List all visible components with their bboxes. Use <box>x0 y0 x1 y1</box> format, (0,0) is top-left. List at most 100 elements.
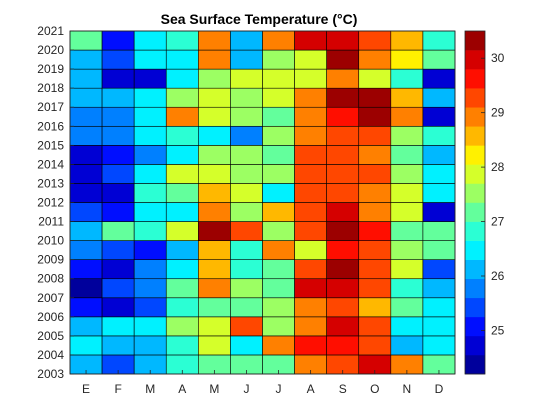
heatmap-cell <box>294 183 327 203</box>
heatmap-cell <box>69 49 103 70</box>
colorbar-segment <box>465 202 485 222</box>
heatmap-cell <box>390 240 424 260</box>
heatmap-cell <box>326 335 360 356</box>
heatmap-cell <box>165 335 199 356</box>
heatmap-cell <box>101 297 135 318</box>
heatmap-cell <box>69 316 103 337</box>
heatmap-cell <box>165 259 199 280</box>
y-axis-ticks: 2003 2004 2005 2006 2007 2008 2009 2010 2011 2012… <box>37 24 74 381</box>
heatmap-cell <box>133 202 167 222</box>
heatmap-cell <box>390 68 424 89</box>
heatmap-cell <box>326 278 360 299</box>
colorbar-segment <box>465 69 485 89</box>
heatmap-cell <box>326 30 360 51</box>
heatmap-cell <box>69 259 103 280</box>
heatmap-cell <box>294 125 327 146</box>
chart-title: Sea Surface Temperature (°C) <box>161 11 358 27</box>
heatmap-cell <box>262 30 295 51</box>
heatmap-cell <box>198 68 231 89</box>
heatmap-cell <box>165 297 199 318</box>
heatmap-cell <box>390 278 424 299</box>
heatmap-cell <box>198 297 231 318</box>
colorbar-tick-label: 28 <box>491 160 505 174</box>
y-tick-label: 2021 <box>37 24 64 38</box>
y-tick-label: 2019 <box>37 62 64 76</box>
heatmap-cell <box>262 87 295 108</box>
x-tick-label: J <box>276 382 282 396</box>
heatmap-cell <box>422 278 456 299</box>
heatmap-cell <box>358 30 392 51</box>
heatmap-cell <box>326 68 360 89</box>
heatmap-cell <box>133 125 167 146</box>
heatmap-cell <box>422 125 456 146</box>
colorbar-segment <box>465 297 485 318</box>
heatmap-cell <box>133 145 167 165</box>
heatmap-cell <box>133 30 167 51</box>
heatmap-cell <box>422 316 456 337</box>
heatmap-cell <box>326 221 360 241</box>
heatmap-cell <box>390 145 424 165</box>
heatmap-cell <box>422 30 456 51</box>
heatmap-cell <box>390 221 424 241</box>
colorbar-segment <box>465 221 485 241</box>
heatmap-cell <box>262 106 295 127</box>
heatmap-cell <box>294 49 327 70</box>
heatmap-cell <box>326 145 360 165</box>
heatmap-cell <box>198 202 231 222</box>
heatmap-cell <box>198 145 231 165</box>
x-tick-label: F <box>114 382 121 396</box>
y-tick-label: 2015 <box>37 138 64 152</box>
heatmap-cell <box>69 68 103 89</box>
heatmap-cell <box>101 49 135 70</box>
heatmap-cell <box>101 164 135 184</box>
heatmap-cell <box>358 87 392 108</box>
heatmap-cell <box>133 183 167 203</box>
heatmap-cell <box>133 297 167 318</box>
heatmap-cell <box>198 183 231 203</box>
heatmap-cell <box>69 145 103 165</box>
colorbar-segment <box>465 126 485 146</box>
heatmap-cell <box>101 316 135 337</box>
heatmap-cell <box>326 202 360 222</box>
heatmap-cell <box>262 259 295 280</box>
heatmap-cell <box>133 221 167 241</box>
x-tick-label: A <box>178 382 186 396</box>
heatmap-cell <box>69 106 103 127</box>
heatmap-cell <box>230 202 263 222</box>
heatmap-cell <box>230 125 263 146</box>
heatmap-cell <box>262 221 295 241</box>
x-tick-label: M <box>145 382 155 396</box>
heatmap-cell <box>165 145 199 165</box>
heatmap-cell <box>358 278 392 299</box>
heatmap-cell <box>101 30 135 51</box>
heatmap-cell <box>326 125 360 146</box>
heatmap-cell <box>358 106 392 127</box>
heatmap-cell <box>133 49 167 70</box>
heatmap-cell <box>133 68 167 89</box>
x-tick-label: O <box>370 382 379 396</box>
heatmap-cell <box>230 87 263 108</box>
heatmap-cell <box>262 297 295 318</box>
heatmap-cell <box>262 316 295 337</box>
heatmap-cell <box>69 30 103 51</box>
y-tick-label: 2003 <box>37 367 64 381</box>
heatmap-cell <box>326 297 360 318</box>
colorbar-tick-label: 25 <box>491 323 505 337</box>
heatmap-cell <box>198 335 231 356</box>
y-tick-label: 2006 <box>37 310 64 324</box>
x-tick-label: J <box>243 382 249 396</box>
heatmap-cell <box>390 125 424 146</box>
heatmap-cell <box>69 278 103 299</box>
y-tick-label: 2007 <box>37 291 64 305</box>
y-tick-label: 2011 <box>38 215 64 229</box>
heatmap-cell <box>390 164 424 184</box>
heatmap-cell <box>390 335 424 356</box>
heatmap-cell <box>294 68 327 89</box>
y-tick-label: 2020 <box>37 43 64 57</box>
heatmap-cell <box>390 30 424 51</box>
heatmap-cell <box>326 87 360 108</box>
heatmap-cell <box>165 164 199 184</box>
heatmap-cell <box>69 87 103 108</box>
heatmap-cell <box>422 297 456 318</box>
